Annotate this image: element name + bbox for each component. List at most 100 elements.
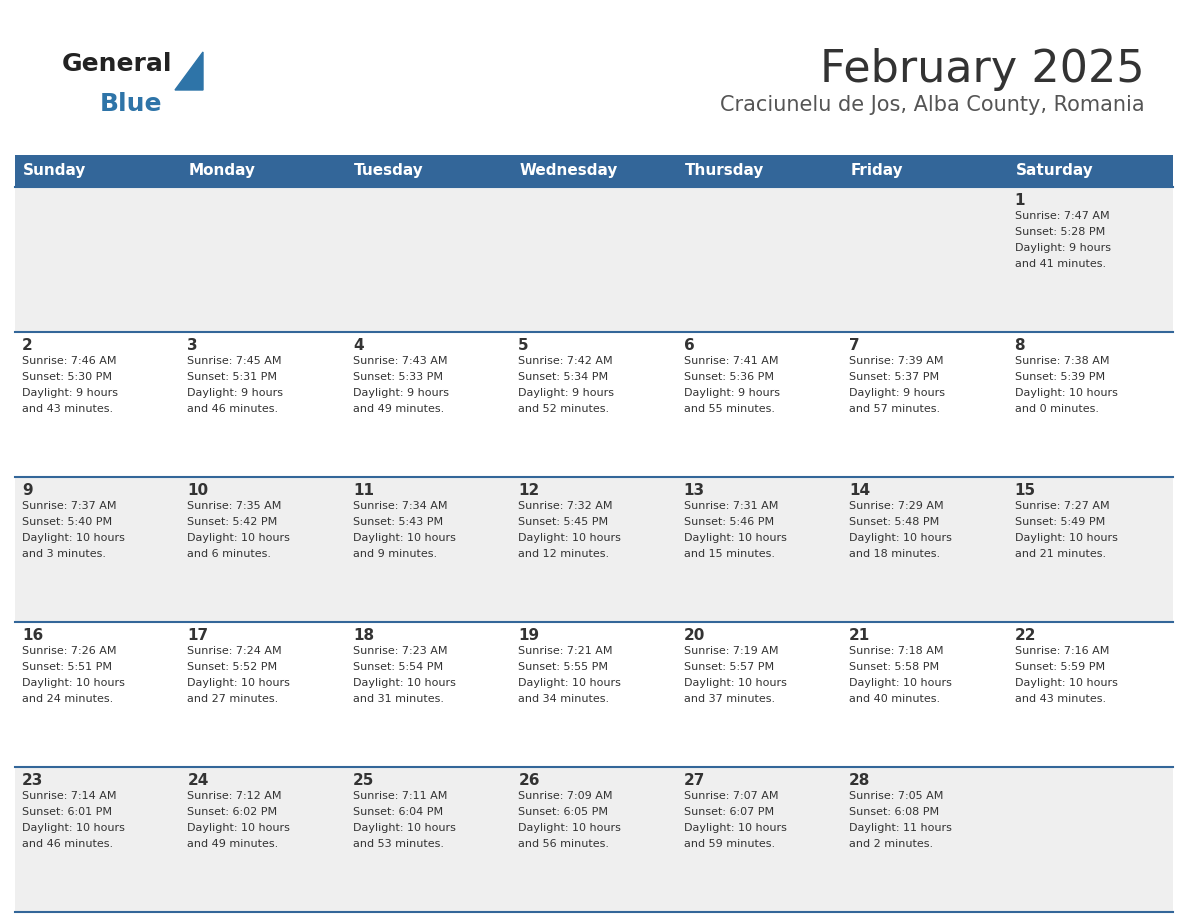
Text: and 18 minutes.: and 18 minutes.: [849, 549, 940, 559]
Text: and 46 minutes.: and 46 minutes.: [23, 839, 113, 849]
Text: February 2025: February 2025: [821, 48, 1145, 91]
Text: Sunrise: 7:45 AM: Sunrise: 7:45 AM: [188, 356, 282, 366]
Text: Sunset: 5:40 PM: Sunset: 5:40 PM: [23, 517, 112, 527]
Text: Sunrise: 7:46 AM: Sunrise: 7:46 AM: [23, 356, 116, 366]
Text: Tuesday: Tuesday: [354, 163, 424, 178]
Text: Sunrise: 7:27 AM: Sunrise: 7:27 AM: [1015, 501, 1110, 511]
Text: Daylight: 10 hours: Daylight: 10 hours: [23, 533, 125, 543]
Text: Daylight: 10 hours: Daylight: 10 hours: [849, 533, 952, 543]
Text: and 15 minutes.: and 15 minutes.: [684, 549, 775, 559]
Text: Craciunelu de Jos, Alba County, Romania: Craciunelu de Jos, Alba County, Romania: [720, 95, 1145, 115]
Text: and 12 minutes.: and 12 minutes.: [518, 549, 609, 559]
Text: Daylight: 10 hours: Daylight: 10 hours: [849, 678, 952, 688]
Text: Sunrise: 7:05 AM: Sunrise: 7:05 AM: [849, 791, 943, 801]
Text: Sunrise: 7:07 AM: Sunrise: 7:07 AM: [684, 791, 778, 801]
Text: Sunset: 5:30 PM: Sunset: 5:30 PM: [23, 372, 112, 382]
Text: 7: 7: [849, 338, 860, 353]
Text: Daylight: 10 hours: Daylight: 10 hours: [684, 533, 786, 543]
Text: and 27 minutes.: and 27 minutes.: [188, 694, 279, 704]
Text: Sunrise: 7:42 AM: Sunrise: 7:42 AM: [518, 356, 613, 366]
Text: Sunrise: 7:12 AM: Sunrise: 7:12 AM: [188, 791, 282, 801]
Text: 3: 3: [188, 338, 198, 353]
Text: 11: 11: [353, 483, 374, 498]
Text: 2: 2: [23, 338, 33, 353]
Text: Sunset: 5:34 PM: Sunset: 5:34 PM: [518, 372, 608, 382]
Text: Sunrise: 7:35 AM: Sunrise: 7:35 AM: [188, 501, 282, 511]
Text: Daylight: 10 hours: Daylight: 10 hours: [23, 823, 125, 833]
Text: Sunset: 5:46 PM: Sunset: 5:46 PM: [684, 517, 773, 527]
Text: Sunrise: 7:43 AM: Sunrise: 7:43 AM: [353, 356, 448, 366]
Text: Sunrise: 7:18 AM: Sunrise: 7:18 AM: [849, 646, 943, 656]
Text: 24: 24: [188, 773, 209, 788]
Text: and 59 minutes.: and 59 minutes.: [684, 839, 775, 849]
Text: Daylight: 10 hours: Daylight: 10 hours: [353, 823, 456, 833]
Text: 16: 16: [23, 628, 43, 643]
Text: Daylight: 9 hours: Daylight: 9 hours: [518, 388, 614, 398]
Text: Sunrise: 7:47 AM: Sunrise: 7:47 AM: [1015, 211, 1110, 221]
Text: and 21 minutes.: and 21 minutes.: [1015, 549, 1106, 559]
Text: Sunset: 6:01 PM: Sunset: 6:01 PM: [23, 807, 112, 817]
Text: Sunset: 5:45 PM: Sunset: 5:45 PM: [518, 517, 608, 527]
FancyBboxPatch shape: [15, 767, 1173, 912]
Text: and 24 minutes.: and 24 minutes.: [23, 694, 113, 704]
Text: 8: 8: [1015, 338, 1025, 353]
Text: Sunrise: 7:09 AM: Sunrise: 7:09 AM: [518, 791, 613, 801]
Text: Sunset: 5:57 PM: Sunset: 5:57 PM: [684, 662, 773, 672]
Text: Sunset: 5:55 PM: Sunset: 5:55 PM: [518, 662, 608, 672]
Text: Sunrise: 7:23 AM: Sunrise: 7:23 AM: [353, 646, 448, 656]
Text: Sunset: 5:51 PM: Sunset: 5:51 PM: [23, 662, 112, 672]
Text: Sunrise: 7:26 AM: Sunrise: 7:26 AM: [23, 646, 116, 656]
Text: Sunset: 5:49 PM: Sunset: 5:49 PM: [1015, 517, 1105, 527]
Text: Sunrise: 7:31 AM: Sunrise: 7:31 AM: [684, 501, 778, 511]
Text: Sunset: 6:08 PM: Sunset: 6:08 PM: [849, 807, 940, 817]
Text: Sunrise: 7:16 AM: Sunrise: 7:16 AM: [1015, 646, 1108, 656]
Text: 6: 6: [684, 338, 695, 353]
Text: and 43 minutes.: and 43 minutes.: [1015, 694, 1106, 704]
Text: Sunrise: 7:19 AM: Sunrise: 7:19 AM: [684, 646, 778, 656]
Text: Daylight: 10 hours: Daylight: 10 hours: [518, 823, 621, 833]
Text: 25: 25: [353, 773, 374, 788]
Text: Saturday: Saturday: [1016, 163, 1093, 178]
Text: Sunrise: 7:21 AM: Sunrise: 7:21 AM: [518, 646, 613, 656]
Text: Sunset: 6:07 PM: Sunset: 6:07 PM: [684, 807, 773, 817]
Text: 18: 18: [353, 628, 374, 643]
Text: General: General: [62, 52, 172, 76]
Text: Thursday: Thursday: [684, 163, 764, 178]
Text: Sunset: 5:33 PM: Sunset: 5:33 PM: [353, 372, 443, 382]
Text: Sunset: 6:05 PM: Sunset: 6:05 PM: [518, 807, 608, 817]
Text: Sunset: 5:37 PM: Sunset: 5:37 PM: [849, 372, 940, 382]
Text: Monday: Monday: [189, 163, 255, 178]
Text: 27: 27: [684, 773, 706, 788]
Text: and 49 minutes.: and 49 minutes.: [353, 404, 444, 414]
Text: Sunrise: 7:14 AM: Sunrise: 7:14 AM: [23, 791, 116, 801]
Text: Sunset: 5:58 PM: Sunset: 5:58 PM: [849, 662, 940, 672]
Text: Sunset: 5:43 PM: Sunset: 5:43 PM: [353, 517, 443, 527]
Text: Sunset: 5:39 PM: Sunset: 5:39 PM: [1015, 372, 1105, 382]
Text: Daylight: 10 hours: Daylight: 10 hours: [684, 678, 786, 688]
Text: Daylight: 10 hours: Daylight: 10 hours: [1015, 678, 1118, 688]
FancyBboxPatch shape: [15, 622, 1173, 767]
Text: and 31 minutes.: and 31 minutes.: [353, 694, 444, 704]
Text: and 0 minutes.: and 0 minutes.: [1015, 404, 1099, 414]
Text: Sunset: 5:59 PM: Sunset: 5:59 PM: [1015, 662, 1105, 672]
Text: Daylight: 9 hours: Daylight: 9 hours: [353, 388, 449, 398]
FancyBboxPatch shape: [15, 155, 1173, 187]
Text: Sunset: 5:52 PM: Sunset: 5:52 PM: [188, 662, 278, 672]
Text: Sunset: 6:02 PM: Sunset: 6:02 PM: [188, 807, 278, 817]
Text: Daylight: 10 hours: Daylight: 10 hours: [188, 678, 290, 688]
Text: Daylight: 10 hours: Daylight: 10 hours: [684, 823, 786, 833]
Polygon shape: [175, 52, 203, 90]
Text: 15: 15: [1015, 483, 1036, 498]
Text: Daylight: 9 hours: Daylight: 9 hours: [1015, 243, 1111, 253]
Text: Sunset: 5:48 PM: Sunset: 5:48 PM: [849, 517, 940, 527]
Text: Blue: Blue: [100, 92, 163, 116]
Text: 21: 21: [849, 628, 871, 643]
Text: Sunset: 5:28 PM: Sunset: 5:28 PM: [1015, 227, 1105, 237]
Text: 1: 1: [1015, 193, 1025, 208]
FancyBboxPatch shape: [15, 477, 1173, 622]
Text: 17: 17: [188, 628, 209, 643]
Text: 9: 9: [23, 483, 32, 498]
Text: 12: 12: [518, 483, 539, 498]
Text: Sunrise: 7:24 AM: Sunrise: 7:24 AM: [188, 646, 282, 656]
Text: Sunset: 5:36 PM: Sunset: 5:36 PM: [684, 372, 773, 382]
